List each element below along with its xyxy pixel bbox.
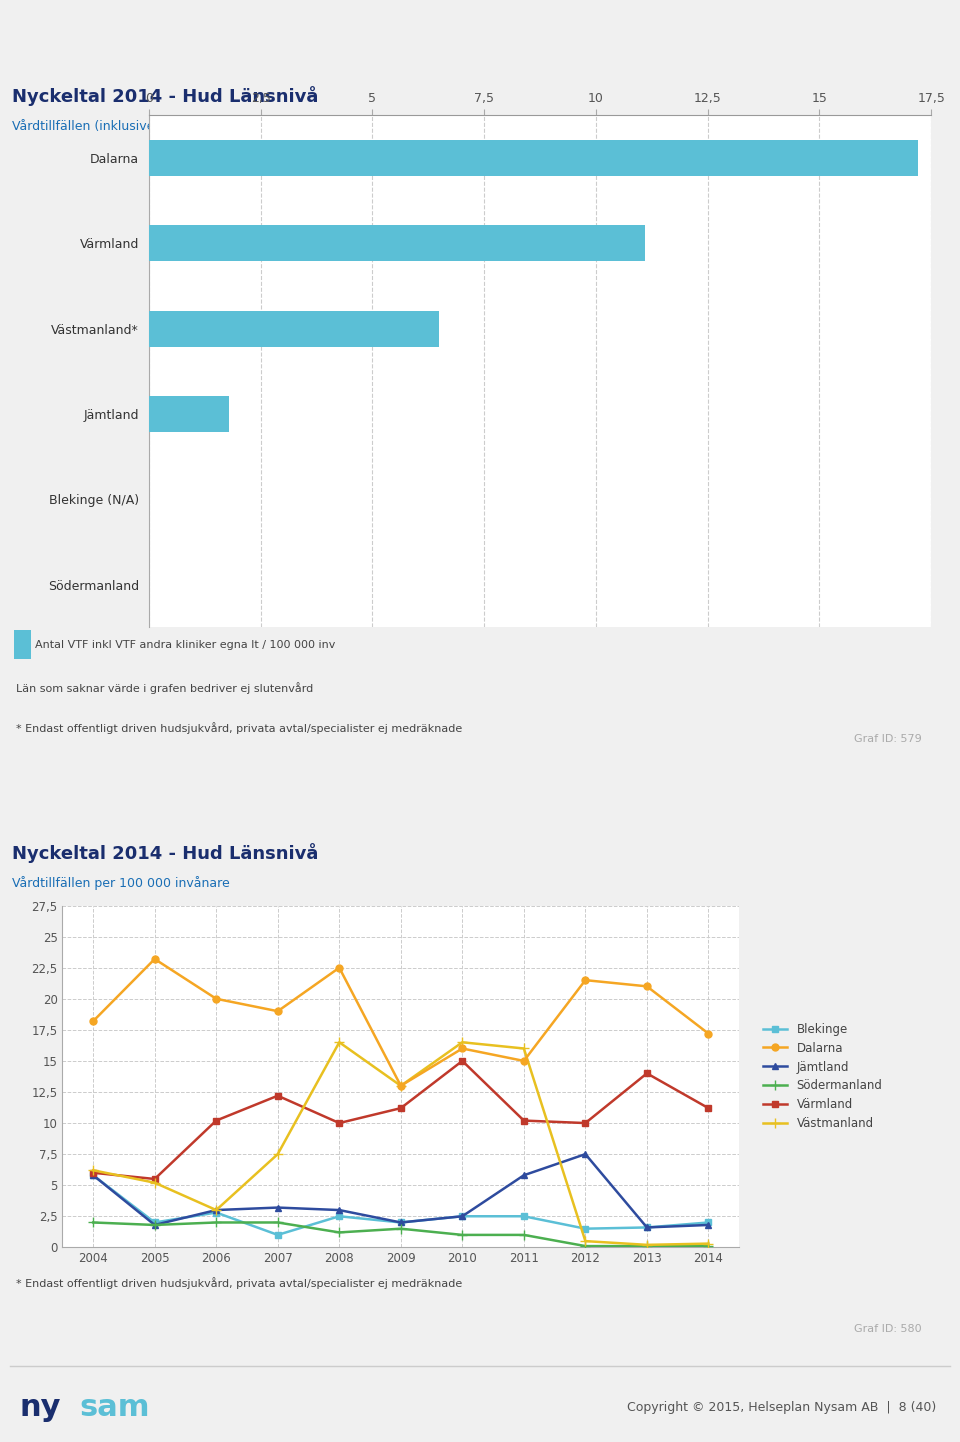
Södermanland [272,1214,283,1231]
Värmland [149,1171,160,1188]
Värmland [272,1087,283,1105]
Södermanland [518,1226,530,1243]
Jämtland [641,1218,653,1236]
Dalarna [580,972,591,989]
Värmland [333,1115,345,1132]
Västmanland [395,1077,406,1094]
Södermanland [149,1216,160,1233]
Västmanland [272,1145,283,1162]
Västmanland [703,1234,714,1252]
Bar [149,140,918,176]
Line: Dalarna: Dalarna [89,956,712,1089]
Dalarna [272,1002,283,1019]
Södermanland [641,1237,653,1255]
Västmanland [641,1236,653,1253]
Södermanland [210,1214,222,1231]
Jämtland [518,1167,530,1184]
Text: Antal VTF inkl VTF andra kliniker egna lt / 100 000 inv: Antal VTF inkl VTF andra kliniker egna l… [36,639,336,649]
Värmland [580,1115,591,1132]
Dalarna [149,950,160,968]
Dalarna [395,1077,406,1094]
Blekinge [333,1207,345,1224]
Jämtland [272,1198,283,1216]
Dalarna [210,991,222,1008]
Värmland [703,1099,714,1116]
Södermanland [580,1237,591,1255]
Text: Nyckeltal 2014 - Hud Länsnivå: Nyckeltal 2014 - Hud Länsnivå [12,844,319,862]
Jämtland [457,1207,468,1224]
Västmanland [518,1040,530,1057]
Värmland [210,1112,222,1129]
Legend: Blekinge, Dalarna, Jämtland, Södermanland, Värmland, Västmanland: Blekinge, Dalarna, Jämtland, Södermanlan… [758,1018,887,1135]
Text: Nyckeltal 2014 - Hud Länsnivå: Nyckeltal 2014 - Hud Länsnivå [12,87,319,105]
Jämtland [580,1145,591,1162]
Text: sam: sam [80,1393,150,1422]
Västmanland [149,1174,160,1191]
Blekinge [395,1214,406,1231]
Värmland [87,1164,99,1181]
Blekinge [210,1204,222,1221]
Text: * Endast offentligt driven hudsjukvård, privata avtal/specialister ej medräknade: * Endast offentligt driven hudsjukvård, … [16,1276,463,1289]
Line: Södermanland: Södermanland [88,1217,713,1252]
Jämtland [149,1216,160,1233]
Södermanland [87,1214,99,1231]
Södermanland [333,1224,345,1242]
Västmanland [580,1233,591,1250]
Västmanland [457,1034,468,1051]
Södermanland [703,1237,714,1255]
Blekinge [272,1226,283,1243]
Text: Län som saknar värde i grafen bedriver ej slutenvård: Län som saknar värde i grafen bedriver e… [16,682,314,694]
Text: Graf ID: 580: Graf ID: 580 [854,1324,922,1334]
Södermanland [457,1226,468,1243]
Dalarna [457,1040,468,1057]
Line: Värmland: Värmland [89,1057,712,1182]
Dalarna [87,1012,99,1030]
Jämtland [703,1216,714,1233]
Bar [149,310,440,346]
Södermanland [395,1220,406,1237]
Line: Blekinge: Blekinge [89,1172,712,1239]
Line: Jämtland: Jämtland [89,1151,712,1231]
Text: ny: ny [19,1393,60,1422]
Blekinge [641,1218,653,1236]
Blekinge [580,1220,591,1237]
Dalarna [518,1053,530,1070]
Dalarna [703,1025,714,1043]
Text: Copyright © 2015, Helseplan Nysam AB  |  8 (40): Copyright © 2015, Helseplan Nysam AB | 8… [627,1402,936,1415]
Blekinge [518,1207,530,1224]
Västmanland [333,1034,345,1051]
Värmland [395,1099,406,1116]
Bar [14,630,32,659]
Dalarna [641,978,653,995]
Blekinge [703,1214,714,1231]
Jämtland [210,1201,222,1218]
Blekinge [457,1207,468,1224]
Text: Vårdtillfällen per 100 000 invånare: Vårdtillfällen per 100 000 invånare [12,877,230,890]
Värmland [641,1064,653,1082]
Bar [149,397,229,433]
Blekinge [149,1214,160,1231]
Text: * Endast offentligt driven hudsjukvård, privata avtal/specialister ej medräknade: * Endast offentligt driven hudsjukvård, … [16,722,463,734]
Jämtland [87,1167,99,1184]
Värmland [518,1112,530,1129]
Jämtland [333,1201,345,1218]
Västmanland [210,1201,222,1218]
Bar [149,225,645,261]
Blekinge [87,1167,99,1184]
Värmland [457,1053,468,1070]
Text: Vårdtillfällen (inklusive vårdtillfällen på andra kliniker) per 100 000 invånare: Vårdtillfällen (inklusive vårdtillfällen… [12,120,491,133]
Dalarna [333,959,345,976]
Jämtland [395,1214,406,1231]
Text: Graf ID: 579: Graf ID: 579 [853,734,922,744]
Västmanland [87,1162,99,1180]
Line: Västmanland: Västmanland [88,1037,713,1250]
